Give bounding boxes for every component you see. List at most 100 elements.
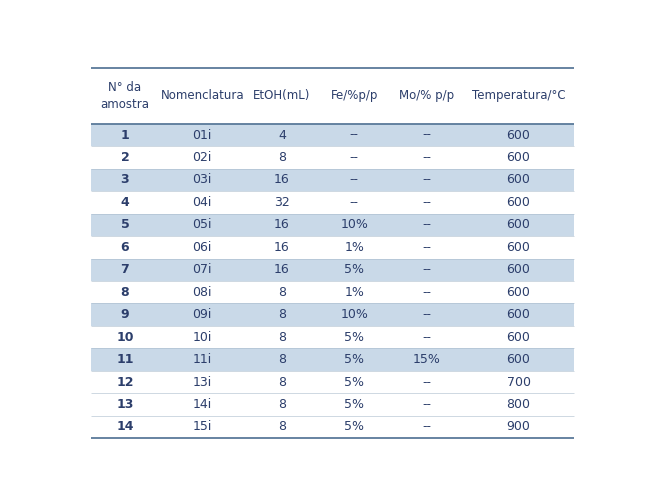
Bar (91, 191, 574, 213)
Text: --: -- (422, 241, 432, 254)
Text: 11: 11 (116, 353, 134, 366)
Text: 600: 600 (507, 286, 530, 299)
Text: --: -- (422, 308, 432, 321)
Text: 11i: 11i (193, 353, 212, 366)
Bar (91, 146, 574, 169)
Text: --: -- (422, 196, 432, 209)
Bar (91, 124, 574, 146)
Text: Temperatura/°C: Temperatura/°C (472, 89, 565, 102)
Text: 600: 600 (507, 218, 530, 231)
Text: 5%: 5% (345, 420, 364, 433)
Text: Nomenclatura: Nomenclatura (160, 89, 244, 102)
Text: 4: 4 (121, 196, 129, 209)
Text: 900: 900 (507, 420, 530, 433)
Text: 8: 8 (278, 308, 286, 321)
Text: 15i: 15i (193, 420, 212, 433)
Text: 16: 16 (274, 241, 290, 254)
Text: 08i: 08i (193, 286, 212, 299)
Text: 5%: 5% (345, 263, 364, 276)
Text: --: -- (350, 151, 359, 164)
Text: 600: 600 (507, 241, 530, 254)
Bar (91, 236, 574, 259)
Text: 14: 14 (116, 420, 134, 433)
Bar (91, 68, 574, 124)
Text: 600: 600 (507, 151, 530, 164)
Text: Mo/% p/p: Mo/% p/p (399, 89, 454, 102)
Bar (91, 281, 574, 304)
Text: 4: 4 (278, 128, 286, 141)
Text: --: -- (422, 331, 432, 344)
Text: 14i: 14i (193, 398, 212, 411)
Text: 8: 8 (278, 286, 286, 299)
Text: --: -- (422, 286, 432, 299)
Bar (91, 259, 574, 281)
Bar (91, 371, 574, 393)
Bar (91, 326, 574, 348)
Text: 700: 700 (506, 376, 530, 389)
Text: 10i: 10i (193, 331, 212, 344)
Text: 5%: 5% (345, 376, 364, 389)
Text: Fe/%p/p: Fe/%p/p (330, 89, 378, 102)
Text: 6: 6 (121, 241, 129, 254)
Text: 05i: 05i (193, 218, 212, 231)
Text: 16: 16 (274, 218, 290, 231)
Bar (91, 213, 574, 236)
Text: 10: 10 (116, 331, 134, 344)
Text: 8: 8 (278, 151, 286, 164)
Text: 15%: 15% (413, 353, 441, 366)
Text: 01i: 01i (193, 128, 212, 141)
Text: EtOH(mL): EtOH(mL) (253, 89, 311, 102)
Text: 600: 600 (507, 331, 530, 344)
Text: 10%: 10% (341, 218, 368, 231)
Text: 12: 12 (116, 376, 134, 389)
Text: 600: 600 (507, 173, 530, 186)
Text: --: -- (350, 196, 359, 209)
Bar (91, 393, 574, 416)
Bar (91, 416, 574, 438)
Text: 13i: 13i (193, 376, 212, 389)
Text: 7: 7 (121, 263, 129, 276)
Text: 16: 16 (274, 173, 290, 186)
Text: --: -- (422, 128, 432, 141)
Text: 16: 16 (274, 263, 290, 276)
Text: --: -- (350, 128, 359, 141)
Text: 5: 5 (121, 218, 129, 231)
Text: 1: 1 (121, 128, 129, 141)
Text: 5%: 5% (345, 398, 364, 411)
Text: 2: 2 (121, 151, 129, 164)
Bar (91, 348, 574, 371)
Text: 800: 800 (506, 398, 530, 411)
Text: --: -- (422, 376, 432, 389)
Text: --: -- (422, 218, 432, 231)
Text: --: -- (422, 263, 432, 276)
Text: 07i: 07i (193, 263, 212, 276)
Text: 3: 3 (121, 173, 129, 186)
Text: 8: 8 (278, 376, 286, 389)
Bar (91, 169, 574, 191)
Text: 04i: 04i (193, 196, 212, 209)
Text: 600: 600 (507, 263, 530, 276)
Text: 8: 8 (278, 331, 286, 344)
Text: 600: 600 (507, 308, 530, 321)
Text: 32: 32 (274, 196, 290, 209)
Text: 5%: 5% (345, 353, 364, 366)
Text: 1%: 1% (345, 241, 364, 254)
Text: 8: 8 (278, 398, 286, 411)
Text: 09i: 09i (193, 308, 212, 321)
Text: --: -- (422, 420, 432, 433)
Text: 1%: 1% (345, 286, 364, 299)
Text: 8: 8 (121, 286, 129, 299)
Text: 5%: 5% (345, 331, 364, 344)
Text: 8: 8 (278, 353, 286, 366)
Text: 02i: 02i (193, 151, 212, 164)
Bar (91, 304, 574, 326)
Text: 8: 8 (278, 420, 286, 433)
Text: N° da
amostra: N° da amostra (101, 81, 149, 111)
Text: --: -- (422, 173, 432, 186)
Text: 600: 600 (507, 128, 530, 141)
Text: --: -- (422, 151, 432, 164)
Text: --: -- (422, 398, 432, 411)
Text: 06i: 06i (193, 241, 212, 254)
Text: 9: 9 (121, 308, 129, 321)
Text: 600: 600 (507, 196, 530, 209)
